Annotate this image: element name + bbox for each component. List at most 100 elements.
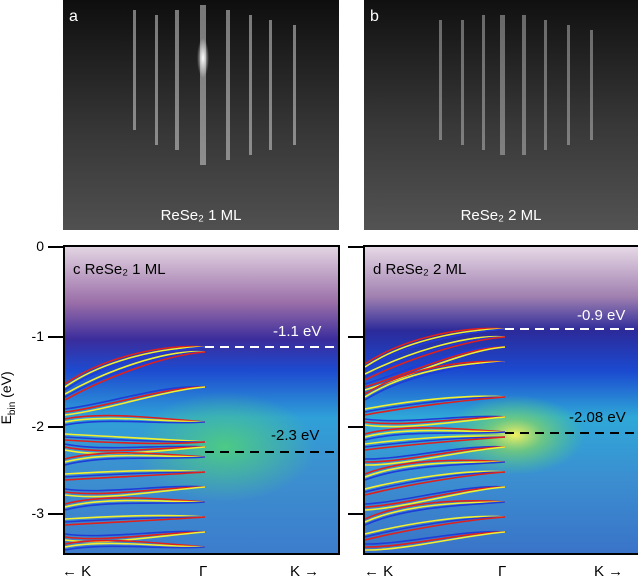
band-line: [65, 346, 206, 391]
band-line: [365, 516, 506, 541]
band-line: [65, 351, 206, 398]
band-line: [65, 486, 206, 498]
band-line: [365, 530, 506, 545]
ytick-mark-3: [48, 513, 64, 515]
band-line: [65, 542, 206, 548]
band-line: [365, 446, 506, 463]
ytick-mark-d-1: [348, 336, 364, 338]
band-line: [365, 415, 506, 422]
band-line: [365, 471, 506, 493]
band-line: [365, 396, 506, 413]
band-line: [365, 360, 506, 395]
band-line: [365, 328, 506, 368]
band-line: [65, 386, 206, 416]
band-line: [365, 336, 506, 381]
band-line: [65, 497, 206, 505]
band-line: [65, 436, 206, 443]
ytick-mark-1: [48, 336, 64, 338]
y-axis-label-unit: (eV): [0, 371, 15, 398]
y-axis-label-e: E: [0, 415, 14, 424]
band-line: [65, 501, 206, 511]
band-line: [365, 515, 506, 535]
band-line: [365, 431, 506, 441]
band-line: [365, 436, 506, 451]
annotation-d-mid: -2.08 eV: [569, 409, 626, 426]
ytick-mark-d-2: [348, 426, 364, 428]
band-line: [65, 346, 206, 388]
rheed-panel-b: b ReSe₂ 2 ML: [364, 0, 638, 230]
x-label-gamma-c: Γ: [199, 563, 208, 580]
annotation-c-top: -1.1 eV: [273, 323, 322, 340]
x-label-gamma-d: Γ: [498, 563, 507, 580]
annotation-d-top: -0.9 eV: [577, 307, 626, 324]
band-line: [365, 416, 506, 428]
band-line: [65, 499, 206, 508]
band-line: [365, 531, 506, 548]
panel-d-title-text: ReSe₂ 2 ML: [385, 261, 467, 278]
rheed-pattern-b: [364, 0, 638, 230]
band-line: [65, 516, 206, 523]
arpes-intensity-d: [365, 247, 638, 553]
band-line: [365, 470, 506, 490]
rheed-caption-b: ReSe₂ 2 ML: [460, 207, 542, 224]
band-line: [65, 433, 206, 443]
ytick-mark-0: [48, 246, 64, 248]
band-line: [365, 346, 506, 388]
panel-title-d: d ReSe₂ 2 ML: [373, 261, 466, 278]
band-line: [65, 420, 206, 426]
band-line: [65, 486, 206, 495]
band-line: [65, 345, 206, 385]
panel-title-c: c ReSe₂ 1 ML: [73, 261, 166, 278]
band-line: [365, 427, 506, 435]
band-line: [65, 452, 206, 460]
ytick-label-2: -2: [31, 418, 44, 434]
band-line: [365, 459, 506, 475]
arpes-panel-c: c ReSe₂ 1 ML -1.1 eV -2.3 eV: [63, 245, 340, 555]
x-label-k-left-d: ← K: [364, 563, 394, 580]
arpes-intensity-c: [65, 247, 338, 553]
band-line: [365, 446, 506, 466]
band-line: [365, 461, 506, 481]
panel-letter-d: d: [373, 261, 382, 278]
ytick-mark-2: [48, 426, 64, 428]
band-line: [65, 414, 206, 423]
band-line: [365, 336, 506, 378]
rheed-caption-a: ReSe₂ 1 ML: [160, 207, 242, 224]
band-line: [365, 516, 506, 538]
x-label-k-right-c: K →: [290, 563, 320, 580]
band-line: [65, 471, 206, 478]
band-line: [365, 327, 506, 365]
band-line: [365, 361, 506, 398]
band-line: [65, 386, 206, 413]
band-line: [65, 439, 206, 445]
band-line: [65, 471, 206, 481]
band-line: [365, 429, 506, 438]
panel-c-title-text: ReSe₂ 1 ML: [84, 261, 166, 278]
band-line: [65, 485, 206, 492]
band-line: [365, 445, 506, 460]
bands-d: [365, 327, 506, 551]
band-line: [365, 328, 506, 371]
annotation-c-mid: -2.3 eV: [271, 427, 320, 444]
ytick-mark-d-3: [348, 513, 364, 515]
band-line: [65, 417, 206, 423]
band-line: [365, 395, 506, 410]
band-line: [365, 416, 506, 425]
band-line: [65, 456, 206, 466]
rheed-pattern-a: [63, 0, 339, 230]
panel-letter-a: a: [69, 8, 78, 25]
band-line: [365, 461, 506, 478]
band-line: [365, 500, 506, 520]
ytick-label-3: -3: [31, 505, 44, 521]
band-line: [65, 530, 206, 537]
band-line: [65, 385, 206, 410]
y-axis-label-sub: bin: [6, 401, 18, 416]
band-line: [65, 531, 206, 540]
x-label-k-left-c: ← K: [62, 563, 92, 580]
ytick-mark-d-0: [348, 246, 364, 248]
panel-letter-c: c: [73, 261, 81, 278]
band-line: [365, 436, 506, 448]
band-line: [365, 471, 506, 496]
band-line: [65, 516, 206, 526]
band-line: [365, 346, 506, 385]
